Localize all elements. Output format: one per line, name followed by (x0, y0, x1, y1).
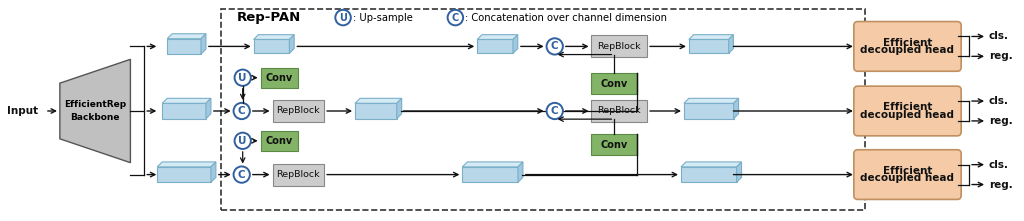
Text: EfficientRep: EfficientRep (65, 100, 126, 109)
Circle shape (447, 10, 463, 25)
Text: Backbone: Backbone (71, 113, 120, 122)
FancyBboxPatch shape (854, 22, 962, 71)
Text: RepBlock: RepBlock (276, 170, 321, 179)
Text: Input: Input (7, 106, 38, 116)
Text: C: C (238, 106, 246, 116)
Circle shape (547, 103, 563, 119)
Text: U: U (339, 13, 347, 23)
Polygon shape (396, 98, 401, 119)
Text: reg.: reg. (989, 116, 1013, 126)
Polygon shape (355, 103, 396, 119)
FancyBboxPatch shape (592, 100, 647, 122)
Text: Conv: Conv (601, 140, 628, 150)
Circle shape (234, 70, 251, 86)
Text: C: C (452, 13, 459, 23)
Polygon shape (477, 40, 513, 53)
Text: reg.: reg. (989, 51, 1013, 61)
Text: cls.: cls. (989, 96, 1009, 106)
Text: Conv: Conv (601, 79, 628, 89)
Polygon shape (211, 162, 216, 182)
Text: RepBlock: RepBlock (598, 107, 641, 116)
FancyBboxPatch shape (260, 68, 298, 88)
Text: U: U (239, 136, 247, 146)
Text: C: C (551, 106, 558, 116)
Polygon shape (733, 98, 738, 119)
Polygon shape (206, 98, 211, 119)
Polygon shape (689, 35, 733, 40)
Polygon shape (158, 167, 211, 182)
Polygon shape (162, 98, 211, 103)
Polygon shape (681, 162, 741, 167)
Text: decoupled head: decoupled head (860, 45, 954, 55)
Text: Rep-PAN: Rep-PAN (237, 11, 301, 24)
Polygon shape (736, 162, 741, 182)
Polygon shape (729, 35, 733, 53)
Text: Efficient: Efficient (883, 166, 932, 176)
Text: Conv: Conv (266, 136, 293, 146)
Polygon shape (167, 39, 201, 54)
FancyBboxPatch shape (272, 164, 325, 185)
Text: C: C (551, 41, 558, 51)
Polygon shape (513, 35, 518, 53)
Text: Efficient: Efficient (883, 38, 932, 48)
Polygon shape (254, 35, 294, 40)
Polygon shape (518, 162, 523, 182)
Polygon shape (290, 35, 294, 53)
Polygon shape (201, 34, 206, 54)
Text: Conv: Conv (266, 73, 293, 83)
FancyBboxPatch shape (854, 86, 962, 136)
Polygon shape (355, 98, 401, 103)
Polygon shape (59, 59, 130, 163)
Text: decoupled head: decoupled head (860, 173, 954, 183)
Polygon shape (684, 98, 738, 103)
Polygon shape (462, 167, 518, 182)
Text: cls.: cls. (989, 31, 1009, 42)
Text: RepBlock: RepBlock (276, 107, 321, 116)
FancyBboxPatch shape (272, 100, 325, 122)
Polygon shape (462, 162, 523, 167)
FancyBboxPatch shape (592, 134, 637, 155)
FancyBboxPatch shape (592, 73, 637, 94)
Text: RepBlock: RepBlock (598, 42, 641, 51)
Text: U: U (239, 73, 247, 83)
Text: decoupled head: decoupled head (860, 110, 954, 120)
FancyBboxPatch shape (592, 36, 647, 57)
Text: C: C (238, 170, 246, 180)
Polygon shape (254, 40, 290, 53)
Polygon shape (477, 35, 518, 40)
Text: reg.: reg. (989, 179, 1013, 190)
Circle shape (335, 10, 351, 25)
Text: : Concatenation over channel dimension: : Concatenation over channel dimension (465, 13, 668, 23)
FancyBboxPatch shape (854, 150, 962, 199)
Circle shape (233, 103, 250, 119)
Polygon shape (162, 103, 206, 119)
Polygon shape (167, 34, 206, 39)
Circle shape (547, 38, 563, 55)
Polygon shape (684, 103, 733, 119)
Text: : Up-sample: : Up-sample (353, 13, 413, 23)
Text: cls.: cls. (989, 160, 1009, 170)
Polygon shape (158, 162, 216, 167)
Polygon shape (689, 40, 729, 53)
Polygon shape (681, 167, 736, 182)
Circle shape (233, 166, 250, 183)
Text: Efficient: Efficient (883, 102, 932, 112)
Circle shape (234, 133, 251, 149)
FancyBboxPatch shape (260, 131, 298, 151)
